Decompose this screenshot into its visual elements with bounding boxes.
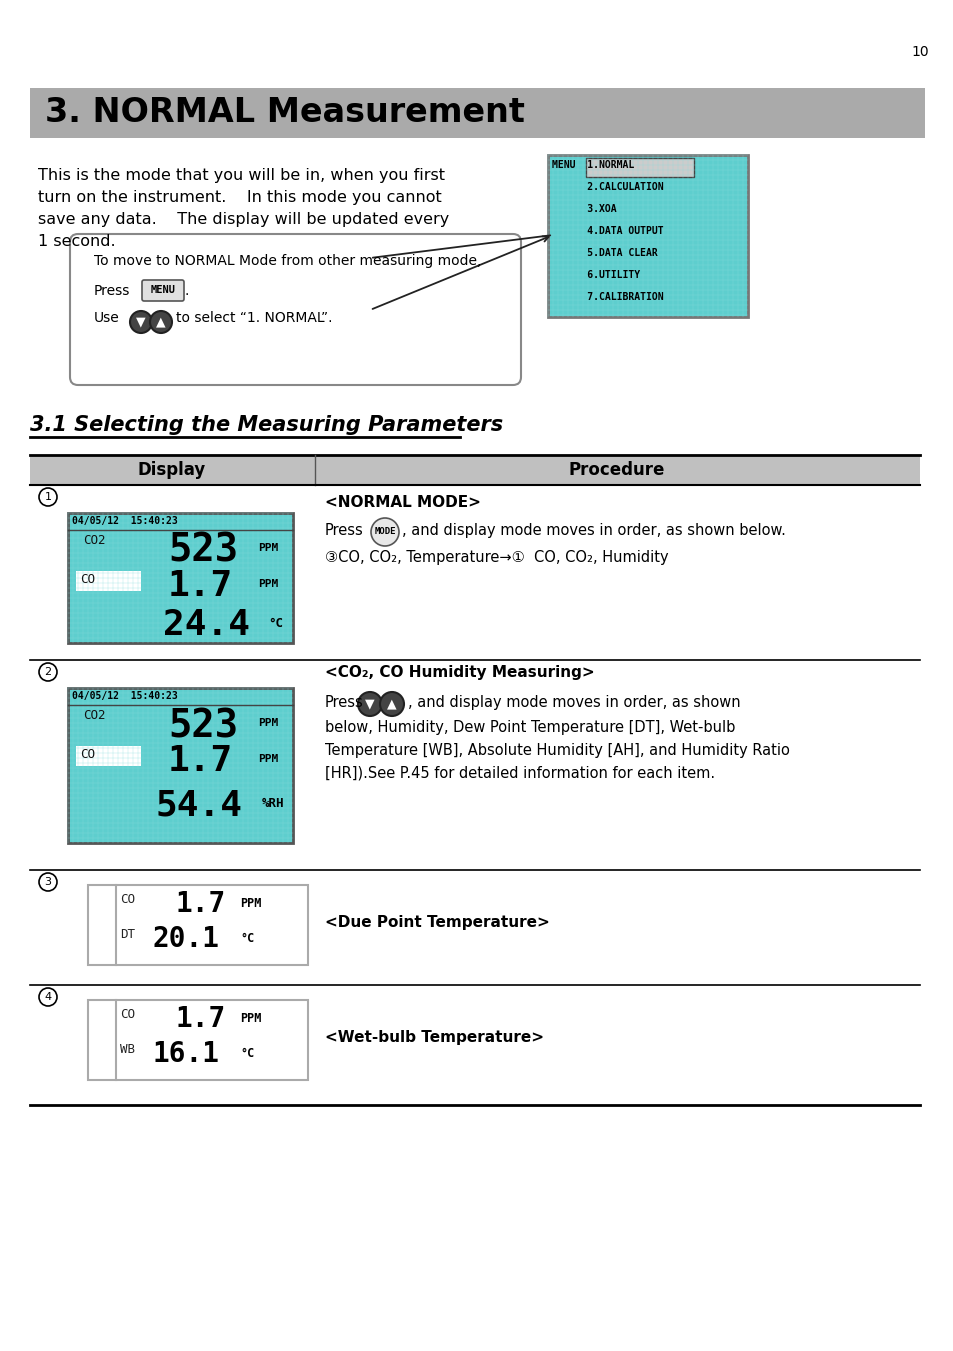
Text: [HR]).See P.45 for detailed information for each item.: [HR]).See P.45 for detailed information … (325, 766, 715, 781)
Text: 04/05/12  15:40:23: 04/05/12 15:40:23 (71, 516, 177, 526)
Text: 04/05/12  15:40:23: 04/05/12 15:40:23 (71, 690, 177, 701)
Text: PPM: PPM (257, 754, 278, 765)
FancyBboxPatch shape (68, 513, 293, 643)
Text: 54.4: 54.4 (156, 788, 243, 821)
Text: Use: Use (94, 311, 120, 326)
Text: CO: CO (120, 1008, 135, 1021)
Circle shape (39, 873, 57, 892)
FancyBboxPatch shape (68, 688, 293, 843)
FancyBboxPatch shape (76, 571, 141, 590)
Text: PPM: PPM (257, 543, 278, 553)
Text: ▲: ▲ (387, 697, 396, 711)
Text: 16.1: 16.1 (152, 1040, 220, 1069)
Circle shape (39, 663, 57, 681)
Text: <Wet-bulb Temperature>: <Wet-bulb Temperature> (325, 1029, 543, 1046)
Text: %RH: %RH (262, 797, 284, 811)
Text: 2: 2 (45, 667, 51, 677)
Text: ▲: ▲ (156, 316, 166, 328)
Text: CO: CO (80, 573, 95, 586)
Text: 24.4: 24.4 (163, 608, 250, 642)
Text: 3. NORMAL Measurement: 3. NORMAL Measurement (45, 96, 524, 130)
Text: 4: 4 (45, 992, 51, 1002)
Text: PPM: PPM (240, 897, 261, 911)
Text: PPM: PPM (257, 580, 278, 589)
Text: MENU: MENU (151, 285, 175, 295)
Text: CO2: CO2 (83, 709, 106, 721)
Text: 7.CALIBRATION: 7.CALIBRATION (552, 292, 663, 303)
Text: This is the mode that you will be in, when you first: This is the mode that you will be in, wh… (38, 168, 444, 182)
Text: , and display mode moves in order, as shown: , and display mode moves in order, as sh… (408, 694, 740, 711)
Text: 3.1 Selecting the Measuring Parameters: 3.1 Selecting the Measuring Parameters (30, 415, 502, 435)
Text: To move to NORMAL Mode from other measuring mode,: To move to NORMAL Mode from other measur… (94, 254, 481, 267)
Text: 1 second.: 1 second. (38, 234, 115, 249)
Text: <NORMAL MODE>: <NORMAL MODE> (325, 494, 480, 509)
Text: ③CO, CO₂, Temperature→①  CO, CO₂, Humidity: ③CO, CO₂, Temperature→① CO, CO₂, Humidit… (325, 550, 668, 565)
Text: PPM: PPM (257, 717, 278, 728)
Circle shape (150, 311, 172, 332)
Text: Procedure: Procedure (568, 461, 664, 480)
Circle shape (379, 692, 403, 716)
Text: 5.DATA CLEAR: 5.DATA CLEAR (552, 249, 657, 258)
Text: to select “1. NORMAL”.: to select “1. NORMAL”. (175, 311, 333, 326)
Text: turn on the instrument.    In this mode you cannot: turn on the instrument. In this mode you… (38, 190, 441, 205)
Text: CO2: CO2 (83, 534, 106, 547)
Text: °C: °C (240, 1047, 254, 1061)
Text: Press: Press (325, 523, 363, 538)
Text: save any data.    The display will be updated every: save any data. The display will be updat… (38, 212, 449, 227)
Text: 20.1: 20.1 (152, 925, 220, 952)
Text: 523: 523 (168, 532, 238, 570)
Text: 3.XOA: 3.XOA (552, 204, 616, 213)
FancyBboxPatch shape (585, 158, 693, 177)
Circle shape (39, 988, 57, 1006)
FancyBboxPatch shape (547, 155, 747, 317)
FancyBboxPatch shape (142, 280, 184, 301)
Text: WB: WB (120, 1043, 135, 1056)
Text: 523: 523 (168, 707, 238, 744)
Text: Temperature [WB], Absolute Humidity [AH], and Humidity Ratio: Temperature [WB], Absolute Humidity [AH]… (325, 743, 789, 758)
Circle shape (39, 488, 57, 507)
Text: °C: °C (240, 932, 254, 944)
Circle shape (130, 311, 152, 332)
FancyBboxPatch shape (88, 1000, 308, 1079)
Text: 6.UTILITY: 6.UTILITY (552, 270, 639, 280)
Text: , and display mode moves in order, as shown below.: , and display mode moves in order, as sh… (401, 523, 785, 538)
Text: 2.CALCULATION: 2.CALCULATION (552, 182, 663, 192)
Text: ▼: ▼ (136, 316, 146, 328)
Text: below, Humidity, Dew Point Temperature [DT], Wet-bulb: below, Humidity, Dew Point Temperature [… (325, 720, 735, 735)
Text: 1.7: 1.7 (168, 744, 233, 778)
Text: .: . (185, 284, 190, 299)
Text: 10: 10 (910, 45, 928, 59)
Text: CO: CO (120, 893, 135, 907)
Text: DT: DT (120, 928, 135, 942)
Circle shape (371, 517, 398, 546)
FancyBboxPatch shape (70, 234, 520, 385)
Text: <CO₂, CO Humidity Measuring>: <CO₂, CO Humidity Measuring> (325, 665, 594, 680)
Text: PPM: PPM (240, 1012, 261, 1025)
Text: 1.7: 1.7 (168, 569, 233, 603)
Text: °C: °C (268, 617, 283, 630)
Text: 1.7: 1.7 (175, 890, 226, 917)
Text: MODE: MODE (374, 527, 395, 536)
Text: Display: Display (138, 461, 206, 480)
FancyBboxPatch shape (88, 885, 308, 965)
Text: CO: CO (80, 748, 95, 761)
Text: 1: 1 (45, 492, 51, 503)
Text: <Due Point Temperature>: <Due Point Temperature> (325, 915, 549, 929)
Text: 4.DATA OUTPUT: 4.DATA OUTPUT (552, 226, 663, 236)
Text: MENU  1.NORMAL: MENU 1.NORMAL (552, 159, 634, 170)
Text: 1.7: 1.7 (175, 1005, 226, 1034)
Text: Press: Press (325, 694, 363, 711)
FancyBboxPatch shape (30, 88, 924, 138)
Circle shape (357, 692, 381, 716)
Text: ▼: ▼ (365, 697, 375, 711)
Text: Press: Press (94, 284, 131, 299)
Text: 3: 3 (45, 877, 51, 888)
FancyBboxPatch shape (76, 746, 141, 766)
FancyBboxPatch shape (30, 455, 919, 485)
